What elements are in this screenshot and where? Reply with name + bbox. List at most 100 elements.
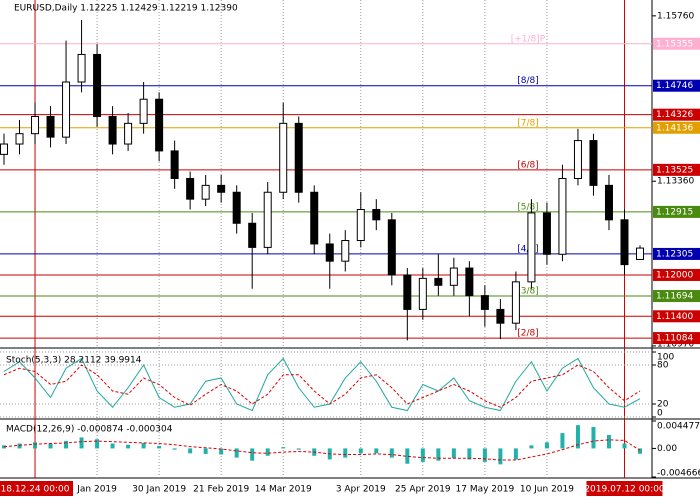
macd-bar: [405, 448, 410, 464]
candle-body: [0, 143, 8, 155]
y-tick-label: -0.004666: [657, 469, 700, 479]
macd-bar: [17, 443, 22, 449]
candle-body: [201, 184, 210, 200]
candle-body: [558, 177, 567, 255]
macd-bar: [451, 448, 456, 459]
macd-bar: [436, 448, 441, 461]
candle-body: [31, 115, 40, 135]
candle-body: [124, 122, 133, 145]
level-tag: 1.11694: [656, 292, 693, 302]
y-tick-label: 0: [657, 409, 663, 419]
candle-body: [434, 277, 443, 286]
level-tag: 1.11084: [656, 334, 693, 344]
x-tick-label: 30 Jan 2019: [132, 485, 186, 495]
candle-body: [217, 184, 226, 193]
candle-body: [403, 274, 412, 310]
candle-body: [511, 281, 520, 324]
candle-body: [77, 53, 86, 83]
y-tick-label: 0.004477: [657, 422, 700, 432]
candle-body: [573, 140, 582, 179]
level-tag-bg: [653, 332, 700, 345]
level-tag-bg: [653, 37, 700, 50]
level-tag-bg: [653, 268, 700, 281]
macd-bar: [110, 443, 115, 449]
candle-body: [341, 239, 350, 262]
candle-body: [170, 150, 179, 179]
y-tick-label: 20: [657, 400, 669, 410]
level-tag: 1.14326: [656, 110, 693, 120]
date-tag-bg: [0, 481, 74, 496]
macd-bar: [343, 448, 348, 458]
candle-body: [155, 98, 164, 152]
macd-bar: [529, 445, 534, 449]
level-tag-bg: [653, 163, 700, 176]
candle-body: [294, 122, 303, 193]
candle-body: [527, 212, 536, 283]
y-tick-label: 100: [657, 353, 674, 363]
candle-body: [139, 98, 148, 124]
level-tag: 1.12000: [656, 270, 693, 280]
macd-bar: [544, 442, 549, 449]
level-tag: 1.14746: [656, 81, 693, 91]
candle-body: [186, 177, 195, 200]
macd-bar: [591, 426, 596, 449]
candle-body: [418, 277, 427, 310]
level-tag: 1.15355: [656, 39, 693, 49]
y-tick-label: 1.13360: [657, 177, 694, 187]
macd-bar: [296, 448, 301, 450]
x-tick-label: Jan 2019: [76, 485, 117, 495]
macd-bar: [48, 443, 53, 449]
candle-body: [620, 219, 629, 266]
candle-body: [310, 191, 319, 245]
macd-bar: [203, 448, 208, 454]
macd-bar: [234, 448, 239, 458]
level-tag-bg: [653, 121, 700, 134]
level-tag-bg: [653, 290, 700, 303]
level-tag: 1.11400: [656, 312, 693, 322]
candle-body: [93, 53, 102, 117]
macd-bar: [64, 441, 69, 449]
candle-body: [465, 267, 474, 297]
macd-bar: [513, 448, 518, 460]
macd-bar: [482, 448, 487, 462]
macd-bar: [126, 444, 131, 449]
macd-bar: [622, 443, 627, 449]
macd-bar: [157, 445, 162, 449]
macd-bar: [467, 448, 472, 460]
candle-body: [356, 208, 365, 241]
level-tag-bg: [653, 247, 700, 260]
y-tick-label: 1.15760: [657, 11, 694, 21]
level-tag-bg: [653, 79, 700, 92]
y-tick-label: 0.00: [657, 444, 677, 454]
level-name: [+1/8]P: [511, 34, 546, 44]
macd-bar: [498, 448, 503, 465]
candle-body: [636, 247, 644, 260]
macd-bar: [141, 442, 146, 449]
macd-bar: [188, 448, 193, 454]
x-tick-label: 25 Apr 2019: [395, 485, 451, 495]
panel-title: MACD(12,26,9) -0.000874 -0.000304: [6, 425, 173, 435]
candle-body: [325, 243, 334, 262]
candle-body: [108, 115, 117, 145]
level-tag: 1.14136: [656, 123, 693, 133]
macd-bar: [219, 448, 224, 455]
x-tick-label: 2019.07.12 00:00: [584, 485, 665, 495]
macd-bar: [358, 448, 363, 454]
candle-body: [372, 208, 381, 221]
macd-bar: [250, 448, 255, 461]
macd-bar: [389, 448, 394, 458]
macd-bar: [420, 448, 425, 462]
candle-body: [449, 267, 458, 286]
indicator-line: [3, 364, 641, 408]
indicator-line: [3, 357, 641, 412]
x-tick-label: 21 Feb 2019: [193, 485, 249, 495]
y-tick-label: 1.10970: [657, 340, 694, 350]
candle-body: [263, 191, 272, 248]
candle-body: [480, 295, 489, 310]
x-tick-label: 18.12.24 00:00: [1, 485, 70, 495]
level-name: [8/8]: [517, 76, 539, 86]
level-tag-bg: [653, 310, 700, 323]
macd-bar: [638, 448, 642, 454]
